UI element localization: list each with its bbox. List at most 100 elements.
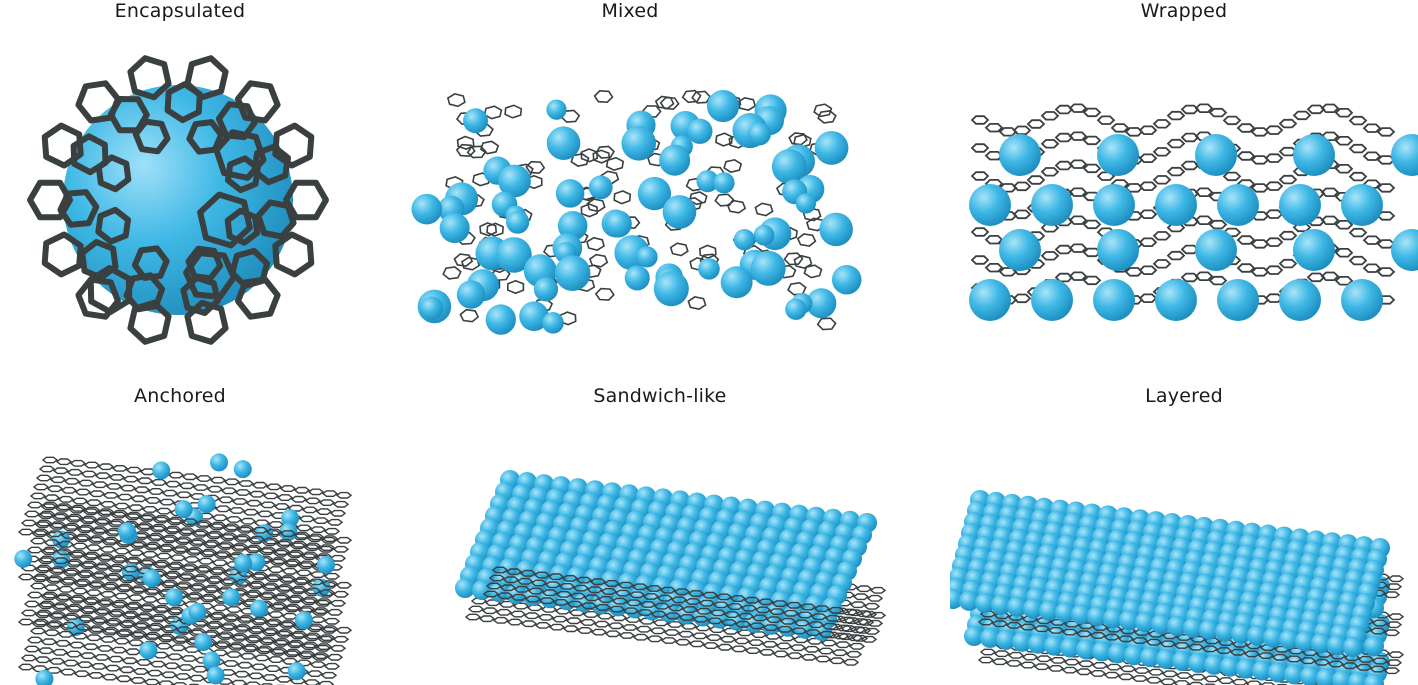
carbon-ring (314, 599, 332, 607)
nanoparticle-sphere (959, 590, 979, 611)
carbon-ring (275, 585, 293, 593)
carbon-ring (231, 543, 249, 550)
carbon-ring (272, 231, 315, 278)
carbon-ring (1019, 661, 1037, 669)
carbon-ring (530, 579, 548, 587)
carbon-ring (593, 620, 611, 628)
carbon-ring (121, 612, 139, 620)
carbon-ring (51, 648, 69, 656)
carbon-ring (1278, 230, 1298, 241)
carbon-ring (91, 571, 109, 579)
nanoparticle-sphere (1031, 184, 1073, 226)
carbon-ring (231, 498, 249, 505)
carbon-ring (782, 609, 800, 617)
carbon-ring (544, 581, 562, 589)
carbon-ring (111, 600, 129, 607)
mixed-illustration (411, 89, 862, 335)
carbon-ring (155, 507, 173, 515)
carbon-ring (262, 627, 280, 635)
carbon-ring (1292, 110, 1312, 121)
carbon-ring (287, 639, 305, 647)
carbon-ring (101, 628, 119, 636)
carbon-ring (26, 546, 44, 554)
carbon-ring (275, 675, 293, 683)
carbon-ring (691, 632, 709, 640)
carbon-ring (57, 585, 75, 593)
carbon-ring (838, 616, 856, 624)
carbon-ring (1327, 660, 1345, 668)
carbon-ring (279, 620, 297, 627)
carbon-ring (1231, 678, 1249, 685)
carbon-ring (1082, 107, 1102, 118)
nanoparticle-sphere (1060, 637, 1080, 658)
nanoparticle-sphere (210, 453, 229, 472)
carbon-ring (572, 584, 590, 592)
carbon-ring (95, 206, 131, 245)
carbon-ring (164, 81, 203, 124)
carbon-ring (803, 645, 821, 653)
carbon-ring (580, 148, 599, 163)
carbon-ring (97, 598, 115, 606)
carbon-ring (789, 644, 807, 652)
carbon-ring (1362, 123, 1382, 133)
carbon-ring (131, 245, 170, 281)
nanoparticle-sphere (1103, 608, 1123, 629)
carbon-ring (265, 573, 283, 581)
carbon-ring (85, 634, 103, 642)
nanoparticle-sphere (831, 264, 862, 295)
carbon-ring (41, 122, 84, 169)
carbon-ring (101, 583, 119, 591)
carbon-ring (23, 600, 41, 608)
carbon-ring (507, 279, 525, 295)
carbon-ring (1245, 680, 1263, 685)
carbon-ring (183, 250, 237, 300)
carbon-ring (199, 595, 217, 603)
carbon-ring (272, 122, 315, 169)
carbon-ring (63, 567, 81, 575)
nanoparticle-sphere (1124, 645, 1144, 666)
carbon-ring (552, 599, 570, 606)
carbon-ring (1012, 293, 1032, 304)
carbon-ring (143, 633, 161, 641)
carbon-ring (224, 207, 261, 246)
carbon-ring (1376, 155, 1396, 165)
carbon-ring (446, 93, 466, 108)
carbon-ring (175, 491, 193, 499)
carbon-ring (220, 577, 238, 585)
carbon-ring (335, 626, 353, 634)
carbon-ring (297, 652, 315, 659)
carbon-ring (74, 578, 92, 586)
carbon-ring (817, 647, 835, 655)
carbon-ring (247, 627, 265, 635)
graphene-sheet (17, 456, 353, 571)
carbon-ring (111, 465, 129, 472)
carbon-ring (970, 171, 990, 181)
carbon-ring (125, 511, 143, 519)
carbon-ring (34, 521, 52, 529)
carbon-ring (1215, 647, 1233, 654)
carbon-ring (26, 591, 44, 599)
carbon-ring (189, 583, 207, 590)
carbon-ring (230, 544, 248, 552)
carbon-ring (258, 548, 276, 555)
carbon-ring (239, 652, 257, 660)
carbon-ring (1264, 125, 1284, 135)
carbon-ring (96, 555, 114, 562)
carbon-ring (775, 642, 793, 650)
carbon-ring (719, 635, 737, 643)
carbon-ring (869, 586, 887, 594)
carbon-ring (247, 582, 265, 590)
carbon-ring (29, 537, 47, 545)
carbon-ring (195, 565, 213, 572)
carbon-ring (832, 632, 850, 640)
carbon-ring (984, 151, 1004, 161)
carbon-ring (1040, 139, 1060, 149)
carbon-ring (303, 634, 321, 641)
carbon-ring (35, 474, 53, 482)
carbon-ring (52, 512, 70, 520)
carbon-ring (158, 543, 176, 551)
carbon-ring (223, 478, 241, 486)
carbon-ring (702, 642, 720, 649)
carbon-ring (984, 123, 1004, 133)
carbon-ring (1040, 251, 1060, 261)
